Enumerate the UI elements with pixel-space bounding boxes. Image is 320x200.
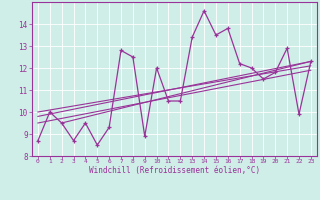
X-axis label: Windchill (Refroidissement éolien,°C): Windchill (Refroidissement éolien,°C): [89, 166, 260, 175]
